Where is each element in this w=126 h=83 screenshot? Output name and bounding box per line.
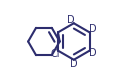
Text: D: D	[89, 48, 97, 58]
Text: D: D	[67, 15, 75, 24]
Text: D: D	[89, 24, 97, 34]
Text: D: D	[70, 59, 77, 69]
Text: Cl: Cl	[50, 49, 60, 59]
